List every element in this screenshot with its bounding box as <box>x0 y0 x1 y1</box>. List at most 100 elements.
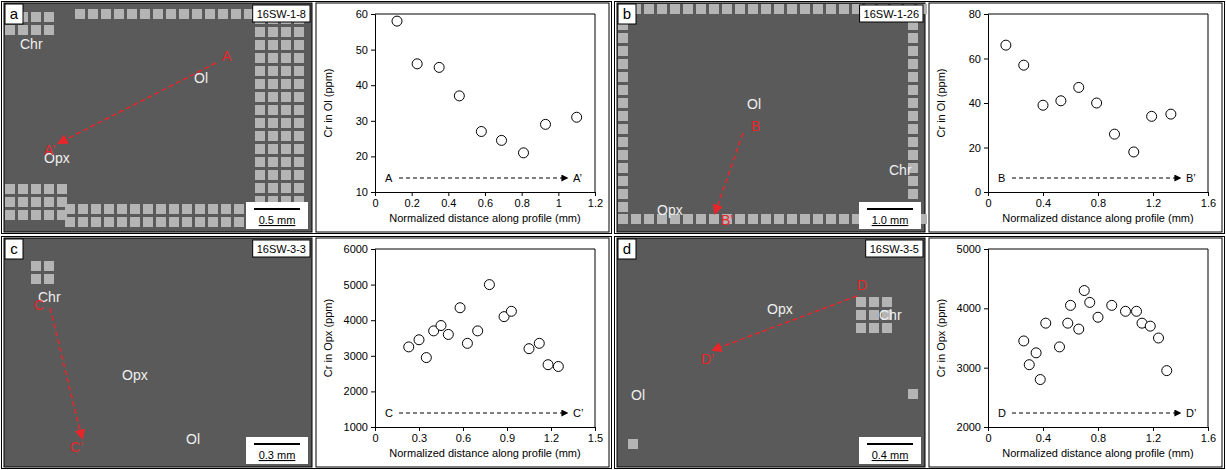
mineral-label: Chr <box>20 36 43 52</box>
tick-mark <box>984 148 988 149</box>
tick-mark <box>551 427 552 431</box>
chromite-grain <box>268 170 278 180</box>
panel: OpxOlChrDD’d16SW-3-50.4 mm00.40.81.21.62… <box>615 237 1225 469</box>
chromite-grain <box>91 204 101 214</box>
tick-label: 4000 <box>344 314 368 326</box>
data-point <box>1092 98 1102 108</box>
chromite-grain <box>748 214 758 224</box>
y-axis: 100020003000400050006000 <box>344 243 376 433</box>
chromite-grain <box>208 217 218 227</box>
data-point <box>497 135 507 145</box>
chromite-grain <box>294 157 304 167</box>
data-point <box>1024 360 1034 370</box>
x-axis: 00.20.40.60.811.2 <box>372 192 603 209</box>
chromite-grain <box>696 4 706 14</box>
profile-start-label: D <box>857 277 867 293</box>
chromite-grain <box>5 197 15 207</box>
chromite-grain <box>91 217 101 227</box>
tick: 0.6 <box>478 192 493 209</box>
profile-end-label: B’ <box>721 212 733 228</box>
axis-line <box>984 250 989 428</box>
tick: 0.6 <box>456 427 471 444</box>
tick-label: 40 <box>969 97 981 109</box>
tick-label: 2000 <box>957 421 981 433</box>
chromite-grain <box>683 4 693 14</box>
tick-label: 0 <box>985 197 991 209</box>
plot-frame <box>595 249 596 427</box>
scale-bar-box <box>246 202 308 229</box>
chromite-grain <box>787 4 797 14</box>
chromite-grain <box>255 92 265 102</box>
data-point <box>421 353 431 363</box>
tick-mark <box>448 192 449 196</box>
data-point <box>1031 348 1041 358</box>
tick-mark <box>1043 192 1044 196</box>
tick-label: 10 <box>356 186 368 198</box>
chromite-grain <box>281 118 291 128</box>
chromite-grains <box>5 184 67 220</box>
chromite-grain <box>255 170 265 180</box>
chromite-grain <box>268 53 278 63</box>
data-point <box>524 344 534 354</box>
chromite-grain <box>156 217 166 227</box>
annotation: C’ <box>573 407 583 419</box>
tick: 0 <box>372 427 378 444</box>
image-background <box>4 238 312 467</box>
mineral-label: Ol <box>186 431 200 447</box>
tick-label: 1.6 <box>1201 432 1216 444</box>
chromite-grain <box>281 170 291 180</box>
chromite-grain <box>618 85 628 95</box>
annotation-arrow <box>1012 413 1180 414</box>
chromite-grain <box>130 204 140 214</box>
tick-mark <box>984 308 988 309</box>
panel-letter: a <box>10 5 19 22</box>
tick-mark <box>1153 192 1154 196</box>
tick-label: 0 <box>975 186 981 198</box>
panel-letter: c <box>10 240 18 257</box>
chromite-grain <box>670 4 680 14</box>
tick: 1.5 <box>588 427 603 444</box>
annotation-arrow <box>1012 178 1180 179</box>
chromite-grain <box>709 4 719 14</box>
tick-mark <box>1153 427 1154 431</box>
tick: 1.6 <box>1201 427 1216 444</box>
tick: 1 <box>556 192 562 209</box>
chromite-grain <box>268 92 278 102</box>
plot-frame <box>375 14 595 15</box>
chromite-grain <box>31 274 41 284</box>
chromite-grain <box>618 72 628 82</box>
tick-label: 50 <box>356 44 368 56</box>
chromite-grain <box>130 217 140 227</box>
chromite-grain <box>618 189 628 199</box>
chromite-grain <box>195 204 205 214</box>
chromite-grain <box>44 261 54 271</box>
profile-arrow <box>50 308 82 438</box>
tick: 0.3 <box>412 427 427 444</box>
data-point <box>1074 82 1084 92</box>
scale-bar-box <box>859 202 921 229</box>
sample-id: 16SW-1-26 <box>864 8 919 20</box>
annotation-arrow <box>399 178 567 179</box>
mineral-label: Ol <box>631 387 645 403</box>
data-point <box>1166 109 1176 119</box>
chromite-grain <box>44 12 54 22</box>
tick: 0.4 <box>1036 192 1051 209</box>
chromite-grain <box>618 98 628 108</box>
panel-frame <box>2 237 612 469</box>
scale-bar <box>867 443 913 445</box>
tick-mark <box>371 85 375 86</box>
chromite-grain <box>618 124 628 134</box>
chromite-grain <box>683 214 693 224</box>
tick-mark <box>419 427 420 431</box>
chromite-grain <box>908 72 918 82</box>
panel-frame <box>615 237 1225 469</box>
chromite-grain <box>143 217 153 227</box>
data-point <box>1038 100 1048 110</box>
chromite-grain <box>908 137 918 147</box>
scale-bar-label: 1.0 mm <box>872 214 909 226</box>
chromite-grain <box>908 33 918 43</box>
tick-label: 0.9 <box>500 432 515 444</box>
chromite-grain <box>268 66 278 76</box>
chromite-grain <box>908 59 918 69</box>
chromite-grains <box>618 20 628 212</box>
